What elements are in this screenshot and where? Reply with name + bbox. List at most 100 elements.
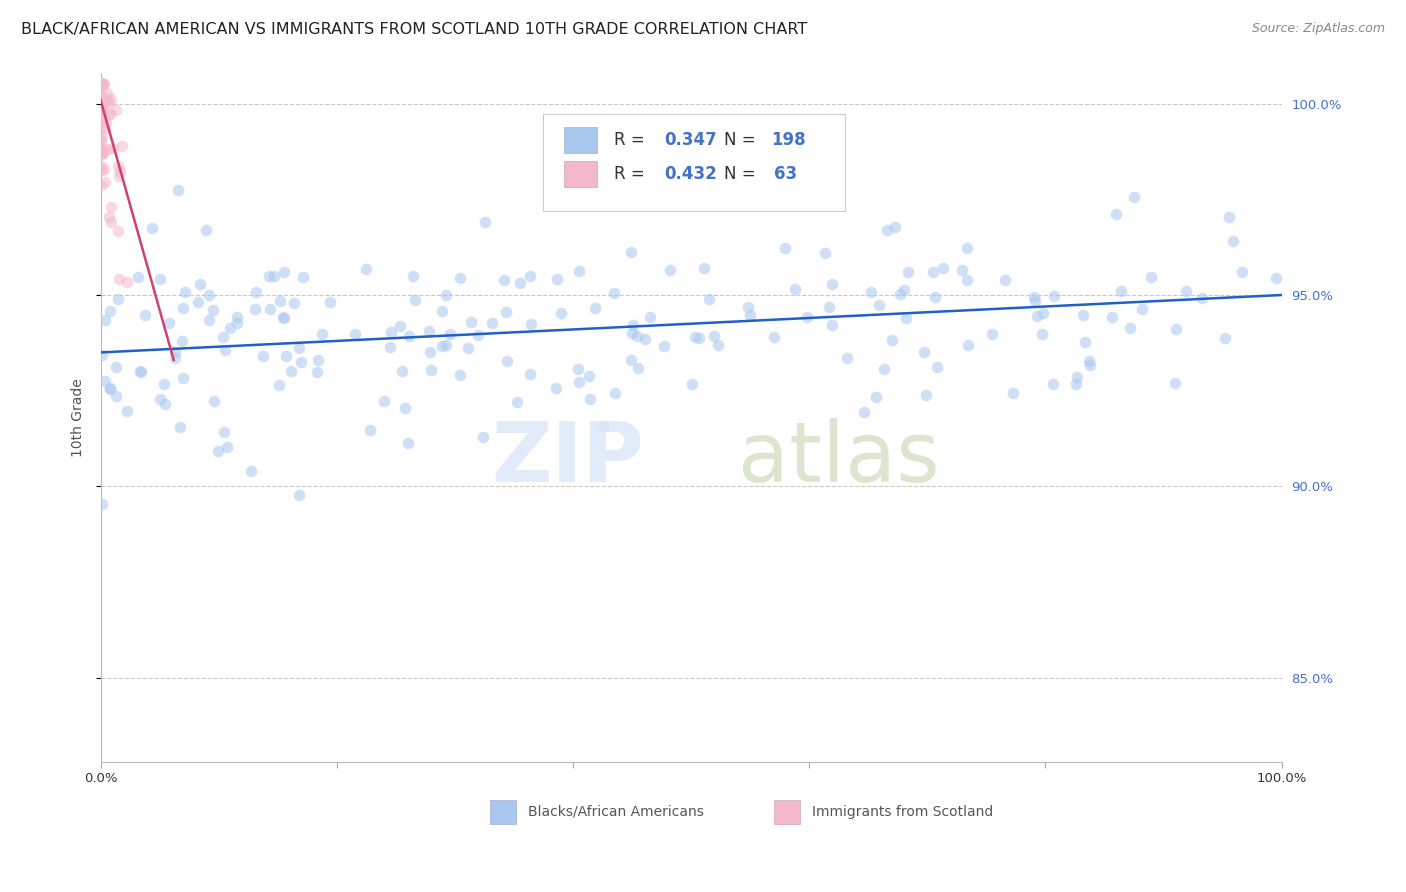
Point <box>90 78 112 92</box>
Point <box>94 175 117 189</box>
Text: ZIP: ZIP <box>491 418 644 500</box>
Text: 63: 63 <box>773 165 797 183</box>
Point <box>107 159 129 173</box>
Point <box>1230 264 1253 278</box>
Point <box>817 300 839 314</box>
Point <box>1022 290 1045 304</box>
Point <box>134 308 156 322</box>
Point <box>90 78 112 92</box>
Point <box>568 264 591 278</box>
Point <box>94 115 117 129</box>
Point <box>90 132 112 146</box>
Point <box>922 265 945 279</box>
Point <box>876 222 898 236</box>
Point <box>380 325 402 339</box>
Point <box>90 103 112 117</box>
Text: Source: ZipAtlas.com: Source: ZipAtlas.com <box>1251 22 1385 36</box>
Point <box>578 392 600 406</box>
Point <box>90 135 112 149</box>
Point <box>90 78 112 92</box>
Point <box>153 397 176 411</box>
Text: Immigrants from Scotland: Immigrants from Scotland <box>811 805 993 819</box>
Point <box>214 425 236 440</box>
Point <box>859 285 882 300</box>
Point <box>93 374 115 388</box>
Point <box>1191 291 1213 305</box>
Point <box>1071 308 1094 322</box>
Point <box>620 352 643 367</box>
Point <box>567 362 589 376</box>
Point <box>163 344 186 359</box>
Point <box>889 286 911 301</box>
Point <box>344 327 367 342</box>
Point <box>149 271 172 285</box>
Point <box>927 359 949 374</box>
Point <box>1164 322 1187 336</box>
Point <box>91 78 114 92</box>
Point <box>924 290 946 304</box>
Point <box>194 223 217 237</box>
Text: 198: 198 <box>772 131 806 149</box>
Point <box>90 78 112 92</box>
Point <box>187 294 209 309</box>
Point <box>932 261 955 276</box>
Point <box>496 354 519 368</box>
Point <box>90 99 112 113</box>
Point <box>835 351 858 365</box>
Point <box>207 443 229 458</box>
Point <box>430 303 453 318</box>
Point <box>173 285 195 299</box>
Point <box>697 292 720 306</box>
Point <box>583 301 606 315</box>
Point <box>111 139 134 153</box>
Point <box>398 329 420 343</box>
Point <box>1031 327 1053 342</box>
Point <box>288 488 311 502</box>
Point <box>621 318 644 332</box>
Point <box>91 147 114 161</box>
Point <box>90 78 112 92</box>
Point <box>307 353 329 368</box>
Point <box>214 343 236 358</box>
Point <box>90 120 112 135</box>
Point <box>252 349 274 363</box>
Point <box>546 271 568 285</box>
Point <box>1222 234 1244 248</box>
Point <box>257 269 280 284</box>
Point <box>311 327 333 342</box>
Point <box>634 332 657 346</box>
Point <box>290 355 312 369</box>
Point <box>546 381 568 395</box>
Point <box>882 333 904 347</box>
Point <box>1001 386 1024 401</box>
Point <box>419 363 441 377</box>
Point <box>868 298 890 312</box>
Point <box>90 144 112 158</box>
Point <box>980 327 1002 342</box>
Point <box>307 365 329 379</box>
Point <box>821 277 844 291</box>
Point <box>108 169 131 184</box>
Point <box>98 383 121 397</box>
Point <box>90 78 112 92</box>
Point <box>280 364 302 378</box>
Point <box>215 440 238 454</box>
Point <box>149 392 172 407</box>
Point <box>90 78 112 92</box>
FancyBboxPatch shape <box>491 799 516 823</box>
Point <box>568 375 591 389</box>
Point <box>434 287 457 301</box>
Point <box>1218 210 1240 224</box>
Point <box>402 269 425 284</box>
Point <box>141 220 163 235</box>
Point <box>283 296 305 310</box>
Point <box>593 418 616 433</box>
Point <box>896 311 918 326</box>
Point <box>94 96 117 111</box>
Point <box>1175 284 1198 298</box>
Point <box>1025 309 1047 323</box>
Point <box>90 178 112 193</box>
Text: atlas: atlas <box>738 418 941 500</box>
Point <box>163 351 186 365</box>
Point <box>90 112 112 127</box>
